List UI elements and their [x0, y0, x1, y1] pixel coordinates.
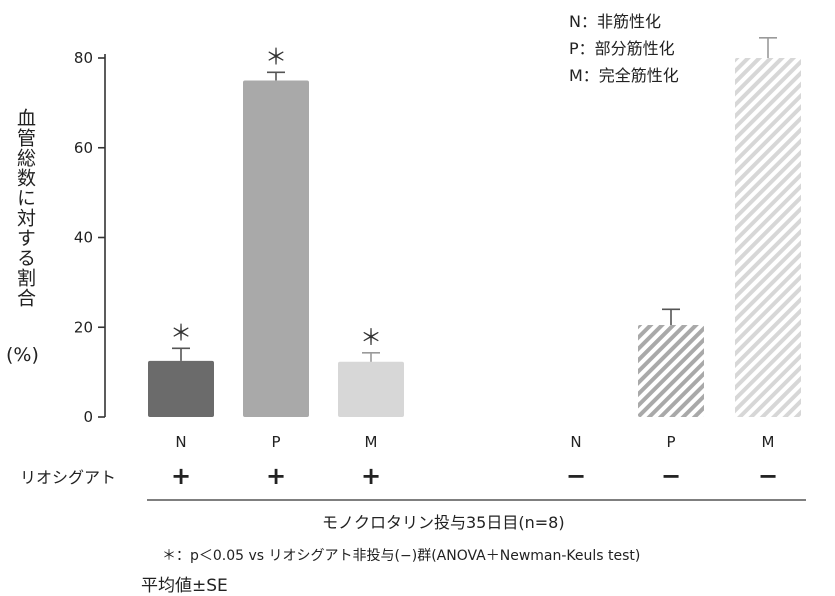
chart-caption: モノクロタリン投与35日目(n=8)	[322, 513, 565, 532]
treatment-mark: +	[171, 462, 191, 490]
treatment-mark: +	[266, 462, 286, 490]
treatment-mark: −	[566, 462, 586, 490]
legend: N：非筋性化 P：部分筋性化 M：完全筋性化	[569, 8, 679, 89]
significance-footnote: ＊：p＜0.05 vs リオシグアト非投与(−)群(ANOVA＋Newman-K…	[162, 548, 641, 564]
treatment-mark: −	[661, 462, 681, 490]
bar	[338, 361, 404, 417]
bar	[148, 360, 214, 417]
y-tick-label: 0	[83, 408, 93, 426]
y-axis-unit: (%)	[6, 344, 39, 366]
category-label: N	[570, 433, 581, 451]
bar	[638, 325, 704, 417]
legend-entry-n: N：非筋性化	[569, 12, 661, 31]
label-layer: 0 20 40 60 80 ＊ N + ＊ P + ＊ M + N − P − M −	[74, 45, 778, 490]
category-label: P	[271, 433, 280, 451]
y-axis-label: 血管総数に対する割合	[14, 108, 36, 308]
bar	[735, 58, 801, 417]
category-label: M	[762, 433, 775, 451]
significance-mark: ＊	[360, 326, 382, 351]
legend-entry-p: P：部分筋性化	[569, 39, 675, 58]
treatment-row-label: リオシグアト	[20, 468, 117, 487]
treatment-mark: −	[758, 462, 778, 490]
treatment-mark: +	[361, 462, 381, 490]
statistics-note: 平均値±SE	[141, 576, 228, 596]
significance-mark: ＊	[265, 45, 287, 70]
axis-layer	[98, 54, 806, 501]
category-label: P	[666, 433, 675, 451]
legend-entry-m: M：完全筋性化	[569, 66, 679, 85]
bar	[243, 80, 309, 417]
y-tick-label: 40	[74, 229, 93, 247]
significance-mark: ＊	[170, 321, 192, 346]
category-label: N	[175, 433, 186, 451]
category-label: M	[365, 433, 378, 451]
y-tick-label: 80	[74, 49, 93, 67]
bar-layer	[148, 37, 801, 417]
y-tick-label: 60	[74, 139, 93, 157]
y-tick-label: 20	[74, 318, 93, 336]
